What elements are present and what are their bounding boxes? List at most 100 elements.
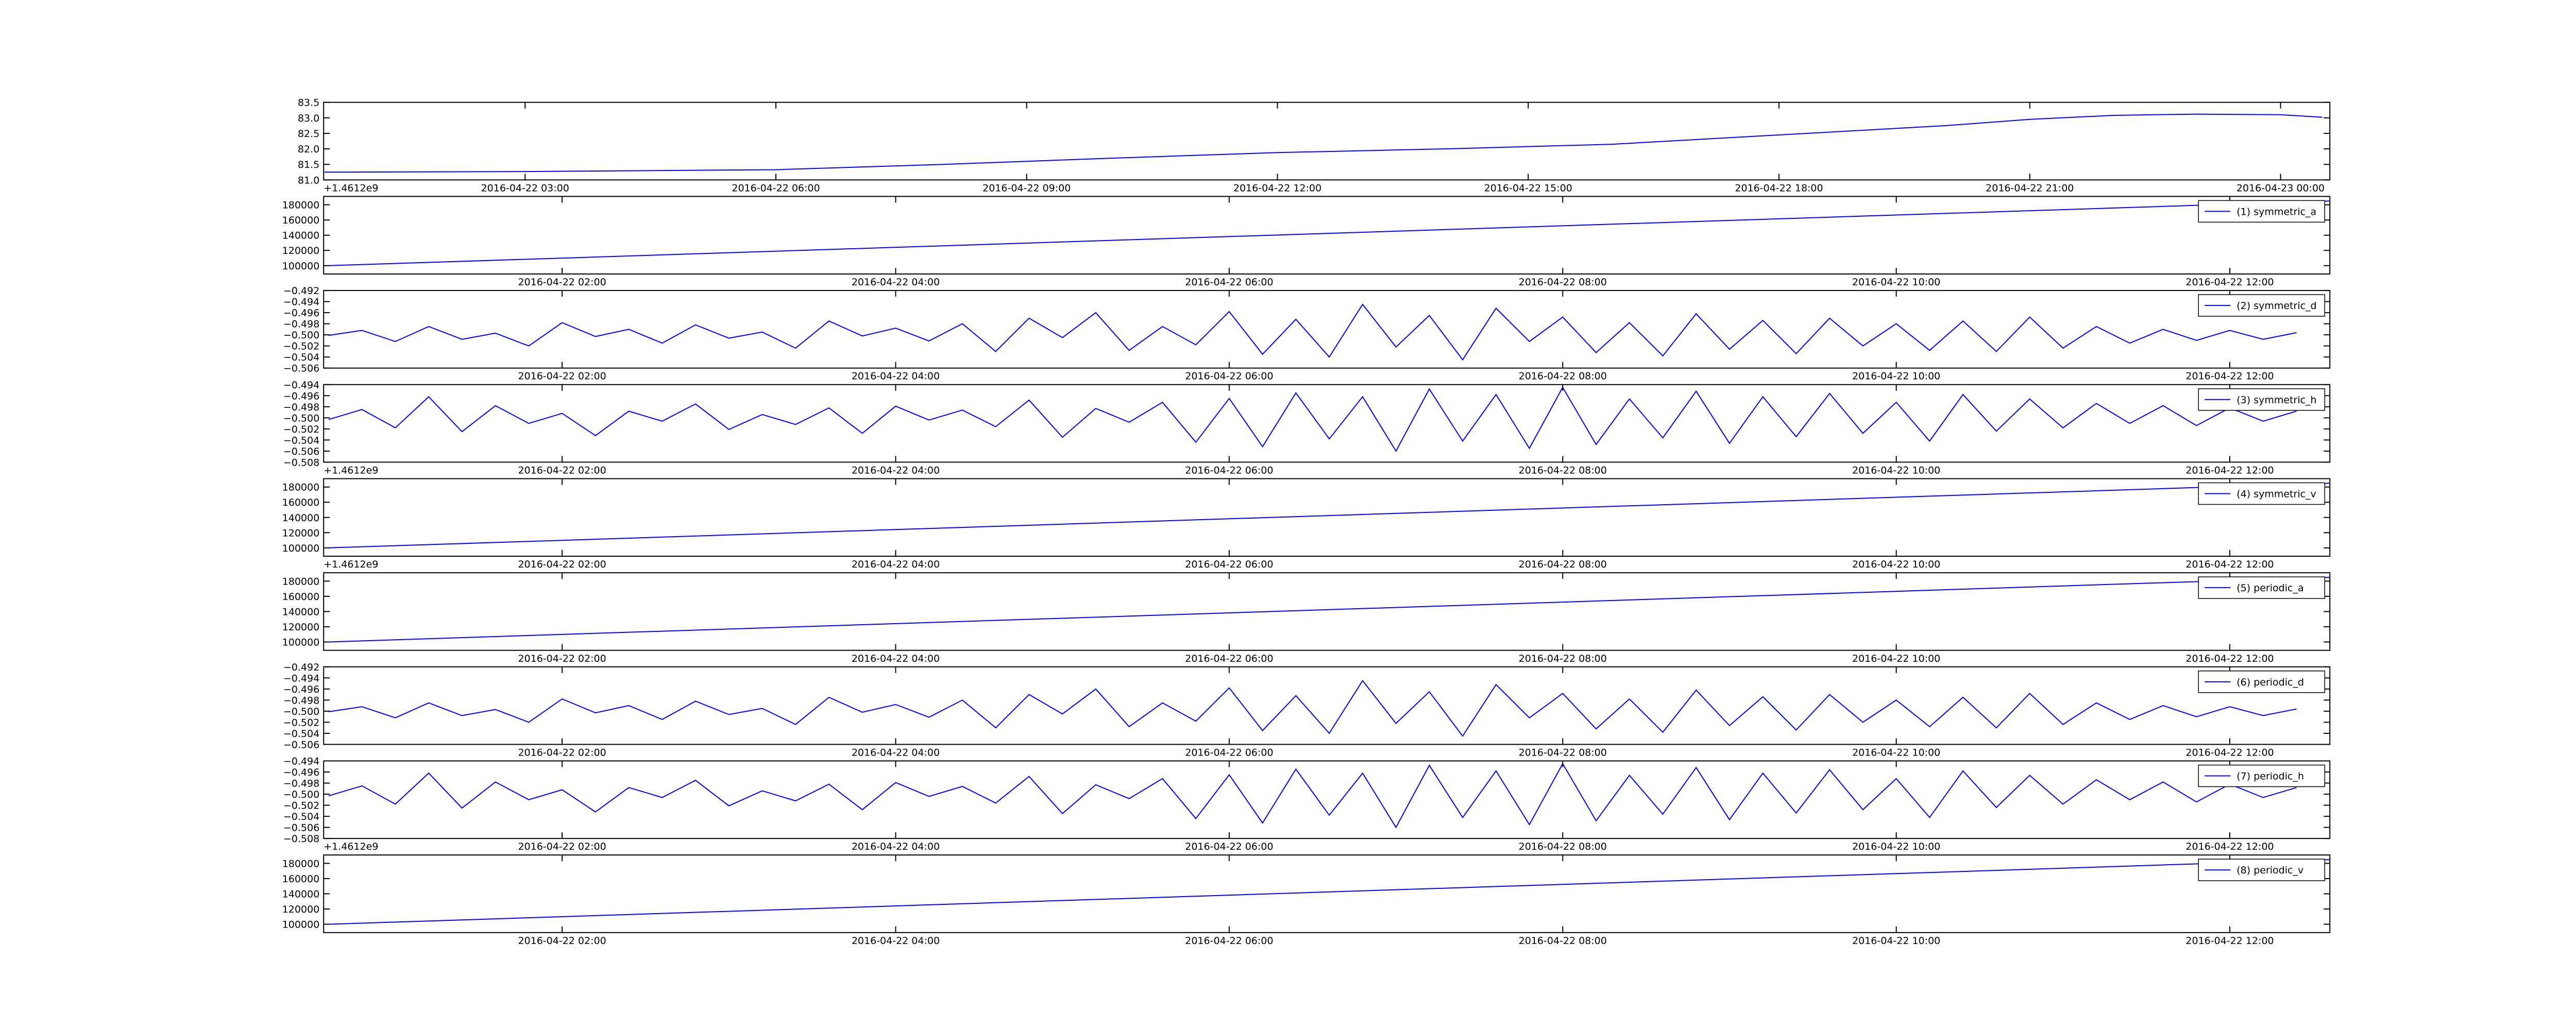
x-tick-label: 2016-04-22 02:00 (518, 277, 606, 288)
data-line (328, 859, 2330, 925)
legend-label: (8) periodic_v (2236, 865, 2303, 876)
plot-area (324, 290, 2330, 368)
y-tick-label: −0.502 (283, 717, 319, 728)
series-group (328, 386, 2297, 452)
x-tick-label: 2016-04-22 10:00 (1852, 371, 1940, 382)
offset-text: +1.4612e9 (324, 559, 378, 570)
axes-frame (323, 290, 2331, 369)
y-tick-label: 82.0 (298, 144, 319, 155)
y-tick-label: 100000 (282, 543, 320, 554)
x-tick-label: 2016-04-23 00:00 (2236, 182, 2325, 194)
y-tick-label: −0.504 (283, 352, 319, 363)
x-tick-label: 2016-04-22 04:00 (852, 935, 940, 947)
y-tick-label: −0.500 (283, 706, 319, 717)
y-tick-label: 140000 (282, 606, 320, 617)
y-tick-label: −0.506 (283, 446, 319, 457)
x-tick-label: 2016-04-22 03:00 (481, 182, 569, 194)
x-tick-label: 2016-04-22 04:00 (852, 277, 940, 288)
y-tick-label: −0.508 (283, 457, 319, 468)
y-tick-label: −0.500 (283, 789, 319, 800)
x-tick-label: 2016-04-22 06:00 (1185, 277, 1273, 288)
series-group (324, 113, 2323, 173)
x-tick-label: 2016-04-22 06:00 (1185, 935, 1273, 947)
series-group (328, 200, 2330, 266)
x-tick-label: 2016-04-22 12:00 (1233, 182, 1321, 194)
data-line (328, 200, 2330, 266)
legend-label: (7) periodic_h (2236, 771, 2304, 782)
legend-label: (6) periodic_d (2236, 677, 2304, 688)
series-group (328, 577, 2330, 643)
axes-frame (323, 666, 2331, 745)
x-tick-label: 2016-04-22 10:00 (1852, 935, 1940, 947)
data-line (328, 577, 2330, 643)
x-tick-label: 2016-04-22 12:00 (2185, 465, 2274, 476)
subplot: −0.506−0.504−0.502−0.500−0.498−0.496−0.4… (283, 662, 2331, 758)
offset-text: +1.4612e9 (324, 465, 378, 476)
x-tick-label: 2016-04-22 04:00 (852, 371, 940, 382)
x-tick-label: 2016-04-22 10:00 (1852, 841, 1940, 852)
series-group (328, 762, 2297, 829)
x-tick-label: 2016-04-22 04:00 (852, 841, 940, 852)
y-tick-label: −0.504 (283, 728, 319, 740)
x-tick-label: 2016-04-22 06:00 (1185, 559, 1273, 570)
y-tick-label: −0.494 (283, 673, 319, 684)
subplot: 100000 120000 140000 160000 180000 2016-04-22… (282, 854, 2331, 947)
plot-area (324, 666, 2330, 745)
data-line (328, 762, 2297, 829)
plot-area (324, 384, 2330, 462)
x-tick-label: 2016-04-22 02:00 (518, 465, 606, 476)
x-tick-label: 2016-04-22 09:00 (982, 182, 1071, 194)
series-group (328, 859, 2330, 925)
x-tick-label: 2016-04-22 12:00 (2185, 277, 2274, 288)
data-line (328, 679, 2297, 737)
x-tick-label: 2016-04-22 08:00 (1519, 277, 1607, 288)
y-tick-label: 160000 (282, 497, 320, 508)
y-tick-label: 160000 (282, 215, 320, 226)
x-tick-label: 2016-04-22 08:00 (1519, 465, 1607, 476)
y-tick-label: −0.502 (283, 341, 319, 352)
plot-area (324, 855, 2330, 933)
y-tick-label: −0.508 (283, 833, 319, 845)
x-tick-label: 2016-04-22 08:00 (1519, 371, 1607, 382)
x-tick-label: 2016-04-22 06:00 (1185, 747, 1273, 758)
x-tick-label: 2016-04-22 12:00 (2185, 371, 2274, 382)
y-tick-label: 81.0 (298, 175, 319, 186)
y-tick-label: −0.496 (283, 767, 319, 778)
plot-area (324, 196, 2330, 274)
y-tick-label: 180000 (282, 482, 320, 493)
x-tick-label: 2016-04-22 02:00 (518, 559, 606, 570)
y-tick-label: 180000 (282, 858, 320, 869)
series-group (328, 679, 2297, 737)
legend-label: (5) periodic_a (2236, 582, 2303, 594)
y-tick-label: −0.506 (283, 363, 319, 374)
subplot: 100000 120000 140000 160000 180000 2016-04-22… (282, 572, 2331, 664)
x-tick-label: 2016-04-22 06:00 (1185, 371, 1273, 382)
x-tick-label: 2016-04-22 08:00 (1519, 653, 1607, 664)
subplot: −0.508−0.506−0.504−0.502−0.500−0.498−0.4… (283, 756, 2331, 852)
y-tick-label: −0.502 (283, 800, 319, 812)
subplot: −0.508−0.506−0.504−0.502−0.500−0.498−0.4… (283, 380, 2331, 476)
x-tick-label: 2016-04-22 12:00 (2185, 747, 2274, 758)
y-tick-label: −0.498 (283, 402, 319, 413)
x-tick-label: 2016-04-22 18:00 (1735, 182, 1823, 194)
x-tick-label: 2016-04-22 12:00 (2185, 559, 2274, 570)
series-group (328, 483, 2330, 548)
data-line (328, 483, 2330, 548)
legend-box (2198, 200, 2326, 223)
x-tick-label: 2016-04-22 02:00 (518, 653, 606, 664)
y-tick-label: −0.502 (283, 424, 319, 435)
plot-area (324, 102, 2330, 180)
x-tick-label: 2016-04-22 06:00 (1185, 465, 1273, 476)
subplot: 81.0 81.5 82.0 82.5 83.0 83.5 2016-04-22 03:00… (298, 97, 2331, 194)
y-tick-label: 120000 (282, 527, 320, 539)
y-tick-label: −0.494 (283, 380, 319, 391)
x-tick-label: 2016-04-22 12:00 (2185, 935, 2274, 947)
y-tick-label: −0.504 (283, 811, 319, 822)
legend-label: (4) symmetric_v (2236, 488, 2316, 500)
x-tick-label: 2016-04-22 02:00 (518, 841, 606, 852)
legend-label: (1) symmetric_a (2236, 206, 2316, 217)
x-tick-label: 2016-04-22 06:00 (1185, 841, 1273, 852)
y-tick-label: −0.496 (283, 307, 319, 319)
legend-label: (3) symmetric_h (2236, 394, 2316, 406)
